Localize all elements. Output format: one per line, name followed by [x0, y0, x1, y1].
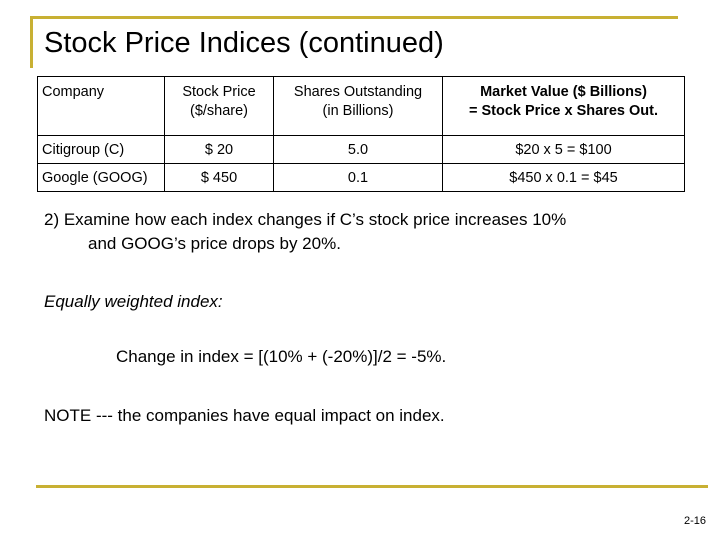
title-frame-top	[30, 16, 678, 19]
header-stock-price-line1: Stock Price	[182, 84, 256, 100]
equal-weight-label: Equally weighted index:	[44, 292, 223, 311]
change-formula: Change in index = [(10% + (-20%)]/2 = -5…	[116, 347, 447, 366]
cell-market-value: $450 x 0.1 = $45	[442, 163, 685, 192]
header-stock-price-line2: ($/share)	[189, 103, 249, 119]
header-market-value-line2: = Stock Price x Shares Out.	[469, 103, 658, 119]
header-market-value-line1: Market Value ($ Billions)	[480, 84, 647, 100]
header-market-value: Market Value ($ Billions) = Stock Price …	[442, 76, 685, 136]
note-text: NOTE --- the companies have equal impact…	[44, 406, 445, 425]
table-row: Citigroup (C) $ 20 5.0 $20 x 5 = $100	[37, 135, 685, 164]
slide-title: Stock Price Indices (continued)	[44, 27, 444, 59]
header-stock-price: Stock Price ($/share)	[164, 76, 274, 136]
cell-stock-price: $ 450	[164, 163, 274, 192]
cell-shares: 5.0	[273, 135, 443, 164]
question-paragraph: 2) Examine how each index changes if C’s…	[44, 208, 566, 256]
header-shares-outstanding: Shares Outstanding (in Billions)	[273, 76, 443, 136]
header-company-label: Company	[42, 84, 105, 100]
cell-company: Google (GOOG)	[37, 163, 165, 192]
footer-divider	[36, 485, 708, 488]
header-shares-line1: Shares Outstanding	[293, 84, 423, 100]
table-header-row: Company Stock Price ($/share) Shares Out…	[37, 76, 685, 136]
table-row: Google (GOOG) $ 450 0.1 $450 x 0.1 = $45	[37, 163, 685, 192]
cell-market-value: $20 x 5 = $100	[442, 135, 685, 164]
question-line2: and GOOG’s price drops by 20%.	[88, 234, 341, 253]
cell-shares: 0.1	[273, 163, 443, 192]
page-number: 2-16	[683, 515, 706, 527]
index-table: Company Stock Price ($/share) Shares Out…	[37, 76, 685, 192]
cell-stock-price: $ 20	[164, 135, 274, 164]
cell-company: Citigroup (C)	[37, 135, 165, 164]
title-frame-left	[30, 16, 33, 68]
question-line1: 2) Examine how each index changes if C’s…	[44, 210, 567, 229]
header-shares-line2: (in Billions)	[322, 103, 394, 119]
header-company: Company	[37, 76, 165, 136]
